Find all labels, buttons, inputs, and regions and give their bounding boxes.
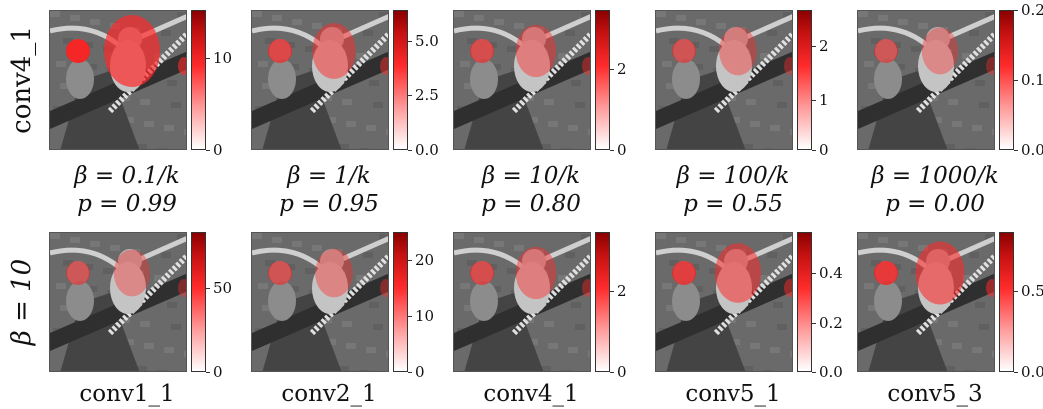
heatmap-image	[655, 10, 793, 150]
heatmap-svg	[858, 233, 994, 371]
heatmap-svg	[50, 11, 186, 149]
caption-beta: β = 100/k	[676, 163, 790, 189]
panel-row1-col5: 0.0 0.1 0.2 β = 1000/k p = 0.00	[857, 1, 1043, 230]
colorbar	[797, 10, 812, 150]
heatmap-svg	[50, 233, 186, 371]
panel-row1-col2: 0.0 2.5 5.0 β = 1/k p = 0.95	[251, 10, 439, 230]
heatmap-svg	[656, 233, 792, 371]
heatmap-image	[857, 232, 995, 372]
heatmap-image	[49, 10, 187, 150]
heatmap-image	[453, 10, 591, 150]
heatmap-svg	[454, 11, 590, 149]
caption-beta: β = 1000/k	[871, 163, 999, 189]
panel-row2-col4: 0.0 0.2 0.4 conv5_1	[655, 232, 843, 408]
heatmap-image	[453, 232, 591, 372]
colorbar	[999, 232, 1014, 372]
heatmap-image	[655, 232, 793, 372]
heatmap-svg	[454, 233, 590, 371]
caption-p: p = 0.55	[683, 191, 783, 217]
colorbar	[393, 232, 408, 372]
caption-p: p = 0.00	[885, 191, 985, 217]
heatmap-svg	[858, 11, 994, 149]
row-label-conv4-1: conv4_1	[7, 26, 38, 134]
row-label-beta-10: β = 10	[7, 258, 37, 346]
colorbar	[595, 232, 610, 372]
caption-beta: β = 1/k	[287, 163, 371, 189]
panel-row1-col4: 0 1 2 β = 100/k p = 0.55	[655, 10, 841, 230]
colorbar	[393, 10, 408, 150]
heatmap-svg	[252, 11, 388, 149]
caption-p: p = 0.95	[279, 191, 379, 217]
caption-layer: conv5_1	[685, 381, 781, 407]
caption-layer: conv1_1	[79, 381, 175, 407]
caption-layer: conv4_1	[483, 381, 579, 407]
colorbar	[191, 232, 206, 372]
colorbar	[595, 10, 610, 150]
caption-layer: conv5_3	[887, 381, 983, 407]
row-label-bottom: β = 10	[0, 232, 44, 372]
colorbar	[999, 10, 1014, 150]
panel-row1-col3: 0 2 β = 10/k p = 0.80	[453, 10, 639, 230]
panel-row2-col3: 0 2 conv4_1	[453, 232, 639, 408]
heatmap-image	[857, 10, 995, 150]
panel-row2-col2: 0 10 20 conv2_1	[251, 232, 437, 408]
colorbar	[797, 232, 812, 372]
heatmap-svg	[252, 233, 388, 371]
caption-beta: β = 10/k	[481, 163, 581, 189]
caption-layer: conv2_1	[281, 381, 377, 407]
caption-p: p = 0.99	[77, 191, 177, 217]
caption-p: p = 0.80	[481, 191, 581, 217]
heatmap-image	[49, 232, 187, 372]
caption-beta: β = 0.1/k	[74, 163, 180, 189]
panel-row1-col1: 0 10 β = 0.1/k p = 0.99	[49, 10, 235, 230]
heatmap-svg	[656, 11, 792, 149]
heatmap-image	[251, 232, 389, 372]
panel-row2-col5: 0.0 0.5 conv5_3	[857, 232, 1043, 408]
colorbar	[191, 10, 206, 150]
panel-row2-col1: 0 50 conv1_1	[49, 232, 235, 408]
row-label-top: conv4_1	[0, 10, 44, 150]
heatmap-image	[251, 10, 389, 150]
